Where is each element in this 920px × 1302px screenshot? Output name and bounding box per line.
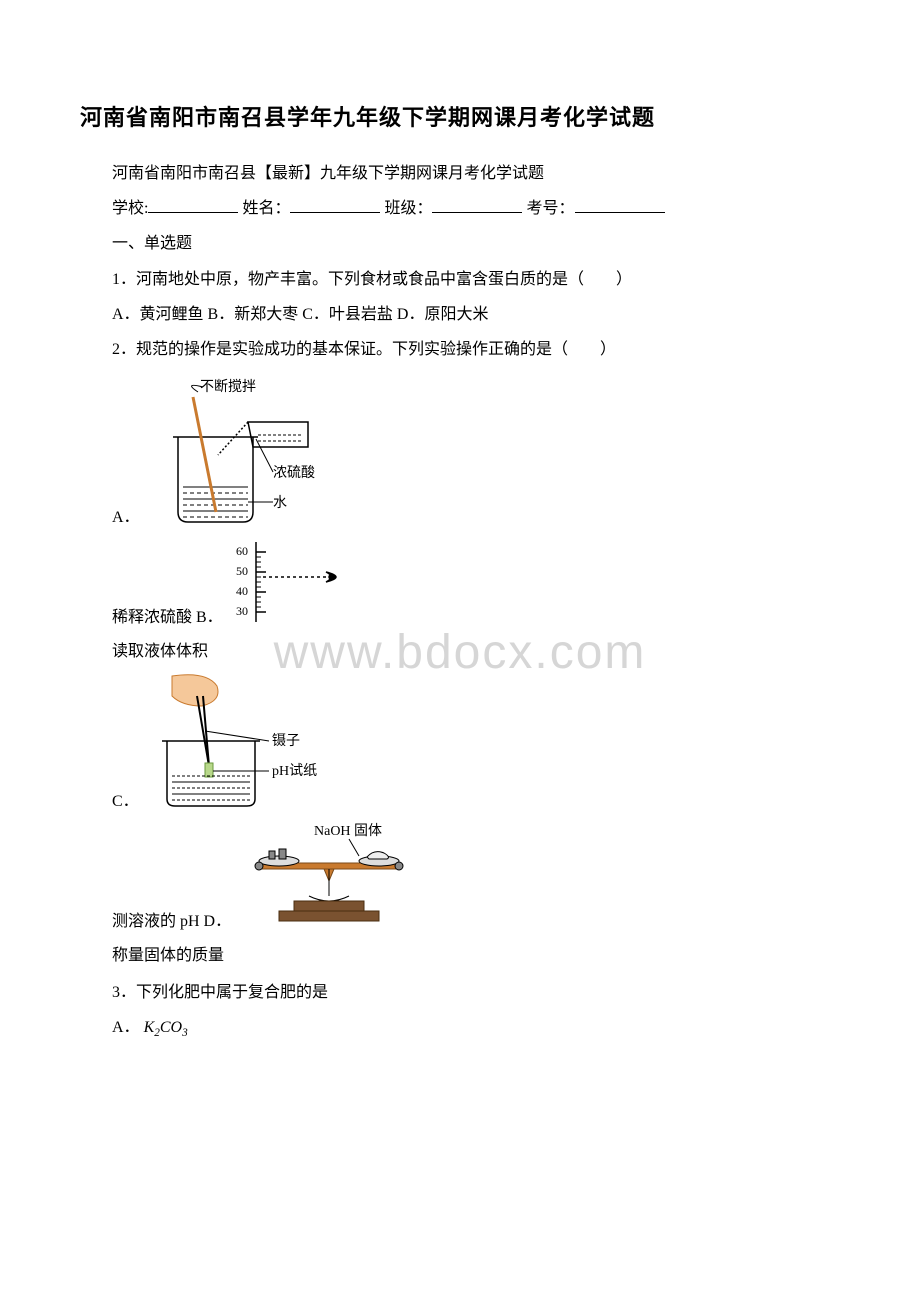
q2-figC-row: C．: [112, 671, 840, 811]
q2-figD: NaOH 固体: [239, 821, 419, 931]
formula-k: K: [144, 1019, 155, 1036]
figC-paper-label: pH试纸: [272, 763, 317, 779]
examno-blank: [575, 194, 665, 213]
class-label: 班级：: [384, 200, 432, 217]
figB-tick-50: 50: [236, 564, 248, 578]
name-blank: [290, 194, 380, 213]
figC-tweezers-label: 镊子: [272, 733, 300, 749]
q3-stem: 3．下列化肥中属于复合肥的是: [80, 975, 840, 1010]
figA-water-label: 水: [273, 495, 287, 511]
formula-co: CO: [160, 1019, 182, 1036]
q2-optB-desc: 读取液体体积: [112, 637, 840, 661]
class-blank: [432, 194, 522, 213]
q1-stem: 1．河南地处中原，物产丰富。下列食材或食品中富含蛋白质的是（ ）: [80, 262, 840, 297]
q2-figA-row: A．: [112, 377, 840, 527]
q2-figD-row: 测溶液的 pH D． NaOH 固体: [112, 821, 840, 931]
q2-optA-label: A．: [112, 503, 140, 527]
form-line: 学校: 姓名： 班级： 考号：: [80, 191, 840, 226]
q3-optA: A． K2CO3: [80, 1010, 840, 1046]
q3-optA-formula: K2CO3: [144, 1019, 188, 1036]
q2-optD-desc: 称量固体的质量: [112, 941, 840, 965]
q2-figC: 镊子 pH试纸: [147, 671, 347, 811]
q2-optA-desc: 稀释浓硫酸 B．: [112, 603, 223, 627]
q2-figB: 60 50 40 30: [231, 537, 361, 627]
formula-3: 3: [182, 1028, 188, 1040]
q3-optA-label: A．: [112, 1019, 140, 1036]
figB-tick-60: 60: [236, 544, 248, 558]
document-content: 河南省南阳市南召县学年九年级下学期网课月考化学试题 河南省南阳市南召县【最新】九…: [80, 100, 840, 1046]
figA-stir-label: 不断搅拌: [200, 379, 256, 395]
q2-stem: 2．规范的操作是实验成功的基本保证。下列实验操作正确的是（ ）: [80, 332, 840, 367]
page-title: 河南省南阳市南召县学年九年级下学期网课月考化学试题: [80, 100, 840, 132]
q2-figA: 不断搅拌 浓硫酸 水: [148, 377, 328, 527]
school-label: 学校:: [112, 200, 148, 217]
q1-options: A．黄河鲤鱼 B．新郑大枣 C．叶县岩盐 D．原阳大米: [80, 297, 840, 332]
examno-label: 考号：: [526, 200, 574, 217]
section-heading: 一、单选题: [80, 226, 840, 261]
subtitle: 河南省南阳市南召县【最新】九年级下学期网课月考化学试题: [80, 156, 840, 191]
figD-naoh-label: NaOH 固体: [314, 823, 382, 839]
name-label: 姓名：: [242, 200, 290, 217]
school-blank: [148, 194, 238, 213]
figB-tick-40: 40: [236, 584, 248, 598]
q2-optC-desc: 测溶液的 pH D．: [112, 907, 231, 931]
figB-tick-30: 30: [236, 604, 248, 618]
q2-figB-row: 稀释浓硫酸 B．: [112, 537, 840, 627]
q2-optC-label: C．: [112, 787, 139, 811]
figA-acid-label: 浓硫酸: [273, 465, 315, 481]
